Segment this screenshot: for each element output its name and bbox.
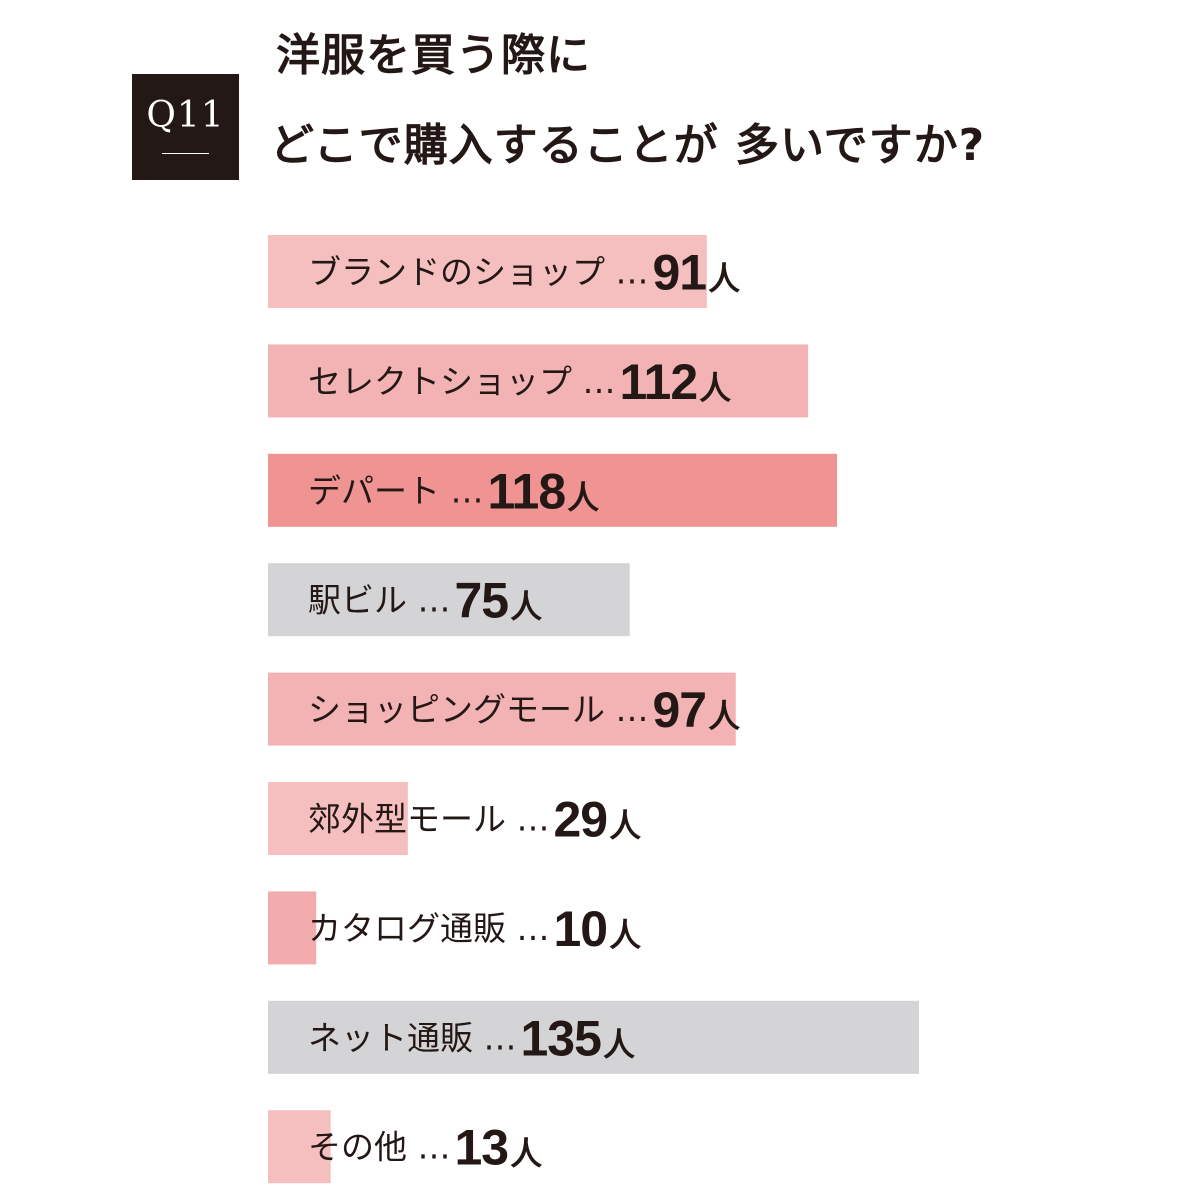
bar-value-label: 10 bbox=[554, 901, 608, 957]
bar bbox=[268, 453, 838, 527]
bar-row: 駅ビル … 75 人 bbox=[268, 563, 630, 637]
bar-value-label: 91 bbox=[653, 245, 707, 301]
bar bbox=[268, 1110, 331, 1184]
bar-unit-label: 人 bbox=[567, 478, 599, 516]
bar-row: ブランドのショップ … 91 人 bbox=[268, 235, 740, 308]
bar-row: セレクトショップ … 112 人 bbox=[268, 344, 809, 418]
bar bbox=[268, 344, 809, 418]
bar-unit-label: 人 bbox=[609, 916, 641, 954]
bar-category-label: ネット通販 … bbox=[308, 1018, 517, 1057]
bar-unit-label: 人 bbox=[603, 1025, 635, 1063]
bar-value-label: 118 bbox=[488, 463, 566, 519]
bar-category-label: 郊外型モール … bbox=[308, 800, 550, 839]
bar-unit-label: 人 bbox=[510, 588, 542, 626]
bar bbox=[268, 672, 736, 746]
bar-unit-label: 人 bbox=[510, 1135, 542, 1173]
bar-value-label: 75 bbox=[455, 573, 509, 629]
bar bbox=[268, 782, 408, 855]
bar-value-label: 13 bbox=[455, 1120, 509, 1176]
bar bbox=[268, 891, 317, 965]
bar-unit-label: 人 bbox=[708, 697, 740, 735]
bar bbox=[268, 1000, 919, 1074]
bar-category-label: カタログ通販 … bbox=[308, 909, 550, 948]
bar-value-label: 112 bbox=[620, 354, 698, 410]
bar-category-label: ブランドのショップ … bbox=[308, 253, 649, 292]
bar-value-label: 29 bbox=[554, 792, 608, 848]
bar-row: ネット通販 … 135 人 bbox=[268, 1000, 919, 1074]
question-badge: Q11 bbox=[132, 74, 239, 180]
bar-value-label: 135 bbox=[521, 1010, 602, 1066]
bar-row: 郊外型モール … 29 人 bbox=[268, 782, 641, 855]
bar-row: その他 … 13 人 bbox=[268, 1110, 542, 1184]
bar-category-label: デパート … bbox=[308, 471, 484, 510]
bar-row: ショッピングモール … 97 人 bbox=[268, 672, 740, 746]
bar bbox=[268, 235, 707, 308]
bar-row: カタログ通販 … 10 人 bbox=[268, 891, 641, 965]
bar bbox=[268, 563, 630, 637]
question-title-line-1: 洋服を買う際に bbox=[276, 30, 591, 81]
question-title-line-2: どこで購入することが 多いですか? bbox=[270, 120, 986, 171]
question-badge-rule bbox=[162, 153, 209, 154]
bar-unit-label: 人 bbox=[609, 807, 641, 845]
bar-value-label: 97 bbox=[653, 682, 707, 738]
bar-category-label: その他 … bbox=[308, 1128, 451, 1167]
bar-category-label: セレクトショップ … bbox=[308, 362, 616, 401]
bar-unit-label: 人 bbox=[708, 260, 740, 298]
bar-category-label: ショッピングモール … bbox=[308, 690, 649, 729]
bar-category-label: 駅ビル … bbox=[308, 581, 451, 620]
bar-row: デパート … 118 人 bbox=[268, 453, 838, 527]
question-number: Q11 bbox=[146, 95, 225, 136]
bar-unit-label: 人 bbox=[699, 369, 731, 407]
